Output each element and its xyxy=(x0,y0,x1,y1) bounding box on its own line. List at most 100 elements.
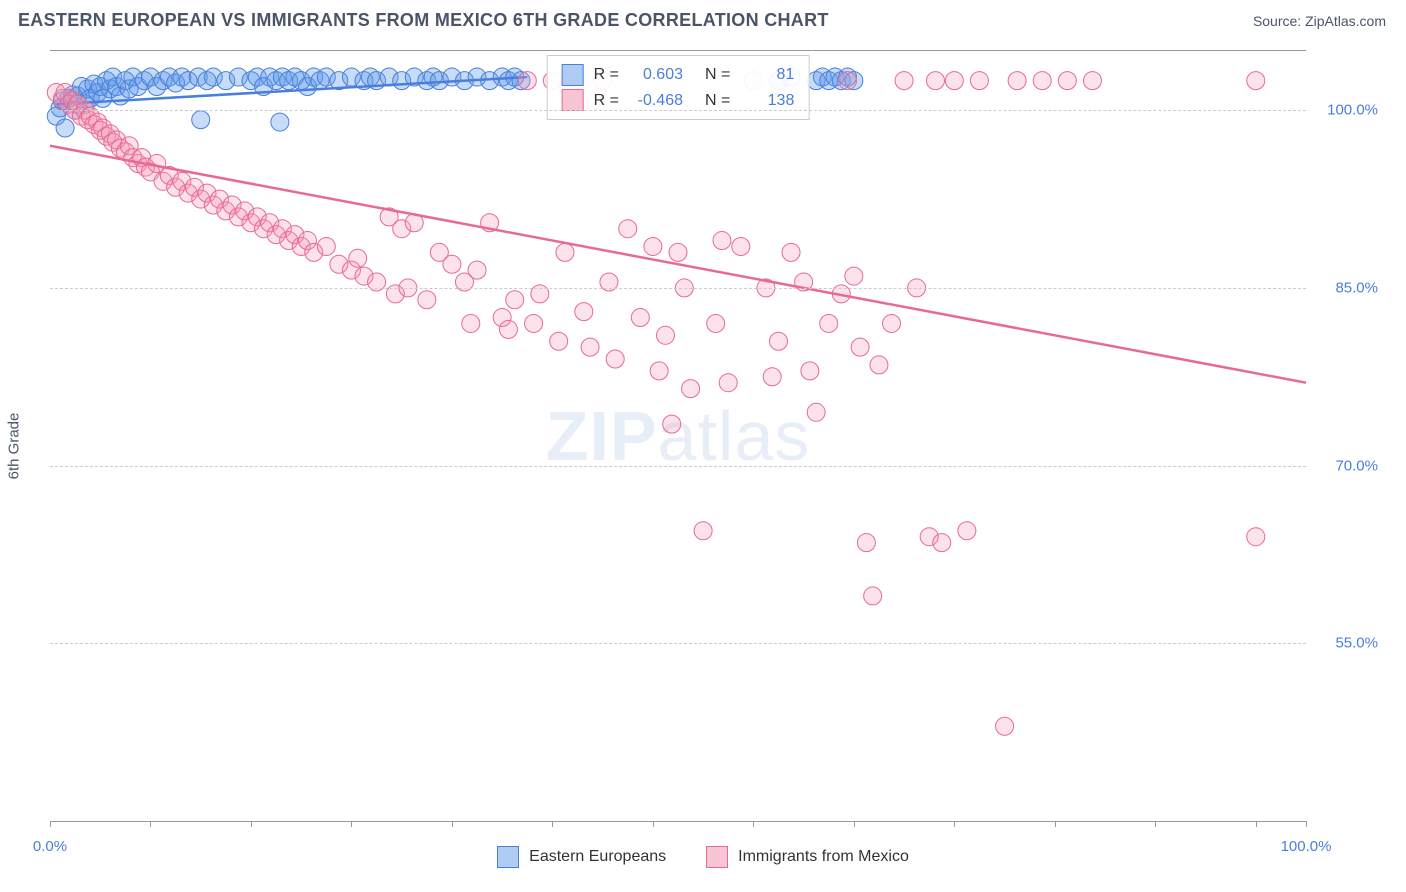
data-point xyxy=(926,72,944,90)
y-tick-label: 85.0% xyxy=(1318,279,1378,296)
data-point xyxy=(782,243,800,261)
data-point xyxy=(631,309,649,327)
data-point xyxy=(663,415,681,433)
legend-swatch xyxy=(497,846,519,868)
data-point xyxy=(713,232,731,250)
data-point xyxy=(933,534,951,552)
data-point xyxy=(650,362,668,380)
data-point xyxy=(550,332,568,350)
data-point xyxy=(694,522,712,540)
plot-area: ZIPatlas R =0.603N =81R =-0.468N =138 55… xyxy=(50,50,1306,822)
source-attribution: Source: ZipAtlas.com xyxy=(1253,13,1386,29)
data-point xyxy=(575,303,593,321)
data-point xyxy=(468,261,486,279)
n-label: N = xyxy=(705,62,730,88)
y-tick-label: 70.0% xyxy=(1318,457,1378,474)
data-point xyxy=(462,314,480,332)
x-tick xyxy=(351,821,352,827)
x-tick xyxy=(50,821,51,827)
stats-row: R = 0.603 N = 81 xyxy=(562,62,795,88)
data-point xyxy=(1033,72,1051,90)
data-point xyxy=(801,362,819,380)
data-point xyxy=(883,314,901,332)
data-point xyxy=(719,374,737,392)
data-point xyxy=(1008,72,1026,90)
x-tick xyxy=(854,821,855,827)
r-label: R = xyxy=(594,62,619,88)
x-tick xyxy=(753,821,754,827)
data-point xyxy=(707,314,725,332)
data-point xyxy=(769,332,787,350)
data-point xyxy=(317,237,335,255)
data-point xyxy=(970,72,988,90)
data-point xyxy=(644,237,662,255)
gridline-h xyxy=(50,110,1306,111)
gridline-h xyxy=(50,466,1306,467)
legend-swatch xyxy=(706,846,728,868)
data-point xyxy=(443,255,461,273)
chart-header: EASTERN EUROPEAN VS IMMIGRANTS FROM MEXI… xyxy=(0,0,1406,39)
data-point xyxy=(418,291,436,309)
x-tick xyxy=(1306,821,1307,827)
data-point xyxy=(864,587,882,605)
data-point xyxy=(895,72,913,90)
data-point xyxy=(851,338,869,356)
data-point xyxy=(669,243,687,261)
data-point xyxy=(271,113,289,131)
trend-line xyxy=(50,146,1306,383)
data-point xyxy=(870,356,888,374)
data-point xyxy=(958,522,976,540)
data-point xyxy=(619,220,637,238)
data-point xyxy=(606,350,624,368)
data-point xyxy=(807,403,825,421)
y-axis-label: 6th Grade xyxy=(6,413,23,480)
data-point xyxy=(56,119,74,137)
data-point xyxy=(525,314,543,332)
legend-swatch xyxy=(562,89,584,111)
data-point xyxy=(996,717,1014,735)
x-tick xyxy=(552,821,553,827)
legend-label: Immigrants from Mexico xyxy=(738,848,909,866)
series-legend: Eastern Europeans Immigrants from Mexico xyxy=(0,846,1406,868)
data-point xyxy=(820,314,838,332)
x-tick xyxy=(954,821,955,827)
x-tick xyxy=(653,821,654,827)
gridline-h xyxy=(50,643,1306,644)
data-point xyxy=(732,237,750,255)
data-point xyxy=(945,72,963,90)
legend-label: Eastern Europeans xyxy=(529,848,666,866)
data-point xyxy=(839,72,857,90)
data-point xyxy=(845,267,863,285)
x-tick xyxy=(150,821,151,827)
legend-item: Eastern Europeans xyxy=(497,846,666,868)
x-tick xyxy=(1155,821,1156,827)
data-point xyxy=(1247,528,1265,546)
data-point xyxy=(518,72,536,90)
data-point xyxy=(581,338,599,356)
data-point xyxy=(499,320,517,338)
legend-swatch xyxy=(562,64,584,86)
x-tick xyxy=(452,821,453,827)
scatter-plot-svg xyxy=(50,51,1306,821)
chart-title: EASTERN EUROPEAN VS IMMIGRANTS FROM MEXI… xyxy=(18,10,829,31)
data-point xyxy=(1058,72,1076,90)
y-tick-label: 55.0% xyxy=(1318,635,1378,652)
data-point xyxy=(857,534,875,552)
gridline-h xyxy=(50,288,1306,289)
data-point xyxy=(682,380,700,398)
x-tick xyxy=(251,821,252,827)
data-point xyxy=(656,326,674,344)
y-tick-label: 100.0% xyxy=(1318,102,1378,119)
legend-item: Immigrants from Mexico xyxy=(706,846,909,868)
data-point xyxy=(349,249,367,267)
data-point xyxy=(763,368,781,386)
data-point xyxy=(192,111,210,129)
r-value: 0.603 xyxy=(629,62,683,88)
n-value: 81 xyxy=(740,62,794,88)
data-point xyxy=(506,291,524,309)
x-tick xyxy=(1256,821,1257,827)
x-tick xyxy=(1055,821,1056,827)
data-point xyxy=(1083,72,1101,90)
data-point xyxy=(1247,72,1265,90)
data-point xyxy=(556,243,574,261)
